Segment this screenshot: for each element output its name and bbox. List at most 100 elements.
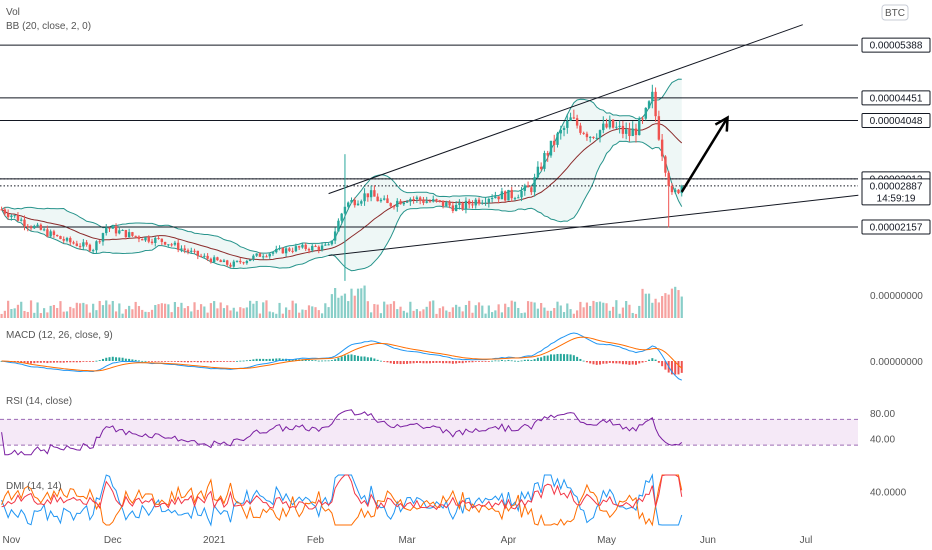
arrow-shaft (680, 116, 729, 193)
macd-histogram-bar (546, 355, 549, 361)
candle-body (575, 118, 579, 126)
macd-histogram-bar (357, 355, 360, 361)
macd-histogram-bar (379, 360, 382, 362)
volume-bar (229, 310, 232, 318)
macd-histogram-bar (141, 360, 144, 362)
candle-body (203, 255, 206, 257)
macd-histogram-bar (69, 361, 72, 363)
volume-bar (592, 300, 595, 318)
macd-histogram-bar (180, 361, 183, 363)
candle-body (134, 235, 137, 237)
candle-body (173, 242, 177, 245)
candle-body (320, 245, 324, 250)
volume-bar (582, 307, 585, 318)
candle-body (392, 206, 396, 208)
volume-bar (363, 285, 366, 318)
macd-histogram-bar (602, 361, 605, 364)
volume-bar (441, 306, 445, 318)
volume-bar (232, 307, 235, 318)
macd-histogram-bar (641, 361, 644, 363)
volume-bar (631, 312, 634, 318)
volume-bar (644, 293, 647, 318)
candle-body (311, 245, 314, 251)
last-price-label: 0.00002887 (870, 181, 923, 192)
volume-bar (118, 303, 121, 318)
volume-bar (82, 302, 85, 318)
macd-histogram-bar (657, 361, 660, 363)
symbol-badge-label: BTC (885, 8, 905, 19)
candle-body (373, 190, 376, 197)
macd-histogram-bar (631, 361, 634, 365)
volume-bar (517, 307, 520, 318)
volume-bar (677, 290, 680, 318)
candle-body (317, 246, 320, 250)
volume-bar (49, 305, 52, 318)
volume-bar (664, 293, 667, 318)
macd-histogram-bar (206, 361, 209, 363)
volume-bar (157, 304, 160, 318)
candle-body (10, 215, 13, 217)
volume-bar (611, 306, 615, 318)
volume-bar (108, 304, 111, 318)
volume-bar (523, 312, 526, 318)
rsi-line (1, 409, 683, 456)
volume-bar (405, 312, 409, 318)
volume-bar (173, 302, 177, 318)
macd-histogram-bar (612, 361, 615, 364)
macd-histogram-bar (216, 361, 219, 362)
volume-bar (409, 301, 412, 318)
volume-bar (92, 303, 95, 318)
macd-histogram-bar (445, 361, 448, 364)
candle-body (69, 238, 72, 243)
candle-body (258, 253, 262, 257)
volume-bar (608, 310, 611, 318)
candle-body (366, 193, 370, 198)
volume-bar (435, 313, 438, 318)
candle-body (108, 227, 111, 229)
volume-bar (468, 300, 471, 318)
candle-body (248, 259, 252, 262)
candle-body (16, 215, 20, 221)
macd-histogram-bar (386, 361, 389, 363)
volume-bar (78, 303, 82, 318)
volume-bar (154, 305, 157, 318)
macd-histogram-bar (245, 360, 248, 362)
candle-body (186, 250, 190, 252)
candle-body (402, 202, 406, 205)
macd-histogram-bar (347, 354, 350, 361)
candle-body (360, 201, 363, 204)
macd-histogram-bar (249, 359, 252, 361)
macd-histogram-bar (608, 361, 611, 363)
macd-histogram-bar (360, 356, 363, 361)
macd-histogram-bar (203, 361, 206, 363)
candle-body (389, 203, 392, 207)
volume-bar (438, 308, 441, 318)
macd-histogram-bar (507, 359, 510, 361)
volume-bar (451, 307, 454, 318)
macd-histogram-bar (409, 361, 412, 364)
volume-bar (85, 304, 88, 318)
macd-axis-label: 0.00000000 (870, 357, 923, 368)
candle-body (288, 248, 291, 251)
volume-bar (124, 309, 127, 318)
candle-body (20, 219, 23, 221)
candle-body (677, 189, 680, 194)
candle-body (252, 255, 255, 260)
macd-histogram-bar (229, 361, 232, 362)
candle-body (660, 139, 664, 157)
candle-body (592, 136, 595, 138)
volume-bar (566, 303, 569, 318)
macd-histogram-bar (393, 361, 395, 364)
macd-histogram-bar (677, 361, 680, 375)
volume-bar (39, 313, 42, 318)
macd-histogram-bar (219, 361, 222, 362)
candle-body (369, 190, 373, 198)
candle-body (216, 257, 219, 261)
candle-body (418, 197, 422, 201)
candle-body (585, 133, 589, 138)
candle-body (137, 236, 141, 240)
candle-body (490, 198, 494, 200)
vol-indicator-label: Vol (6, 7, 20, 18)
candle-body (65, 238, 69, 241)
